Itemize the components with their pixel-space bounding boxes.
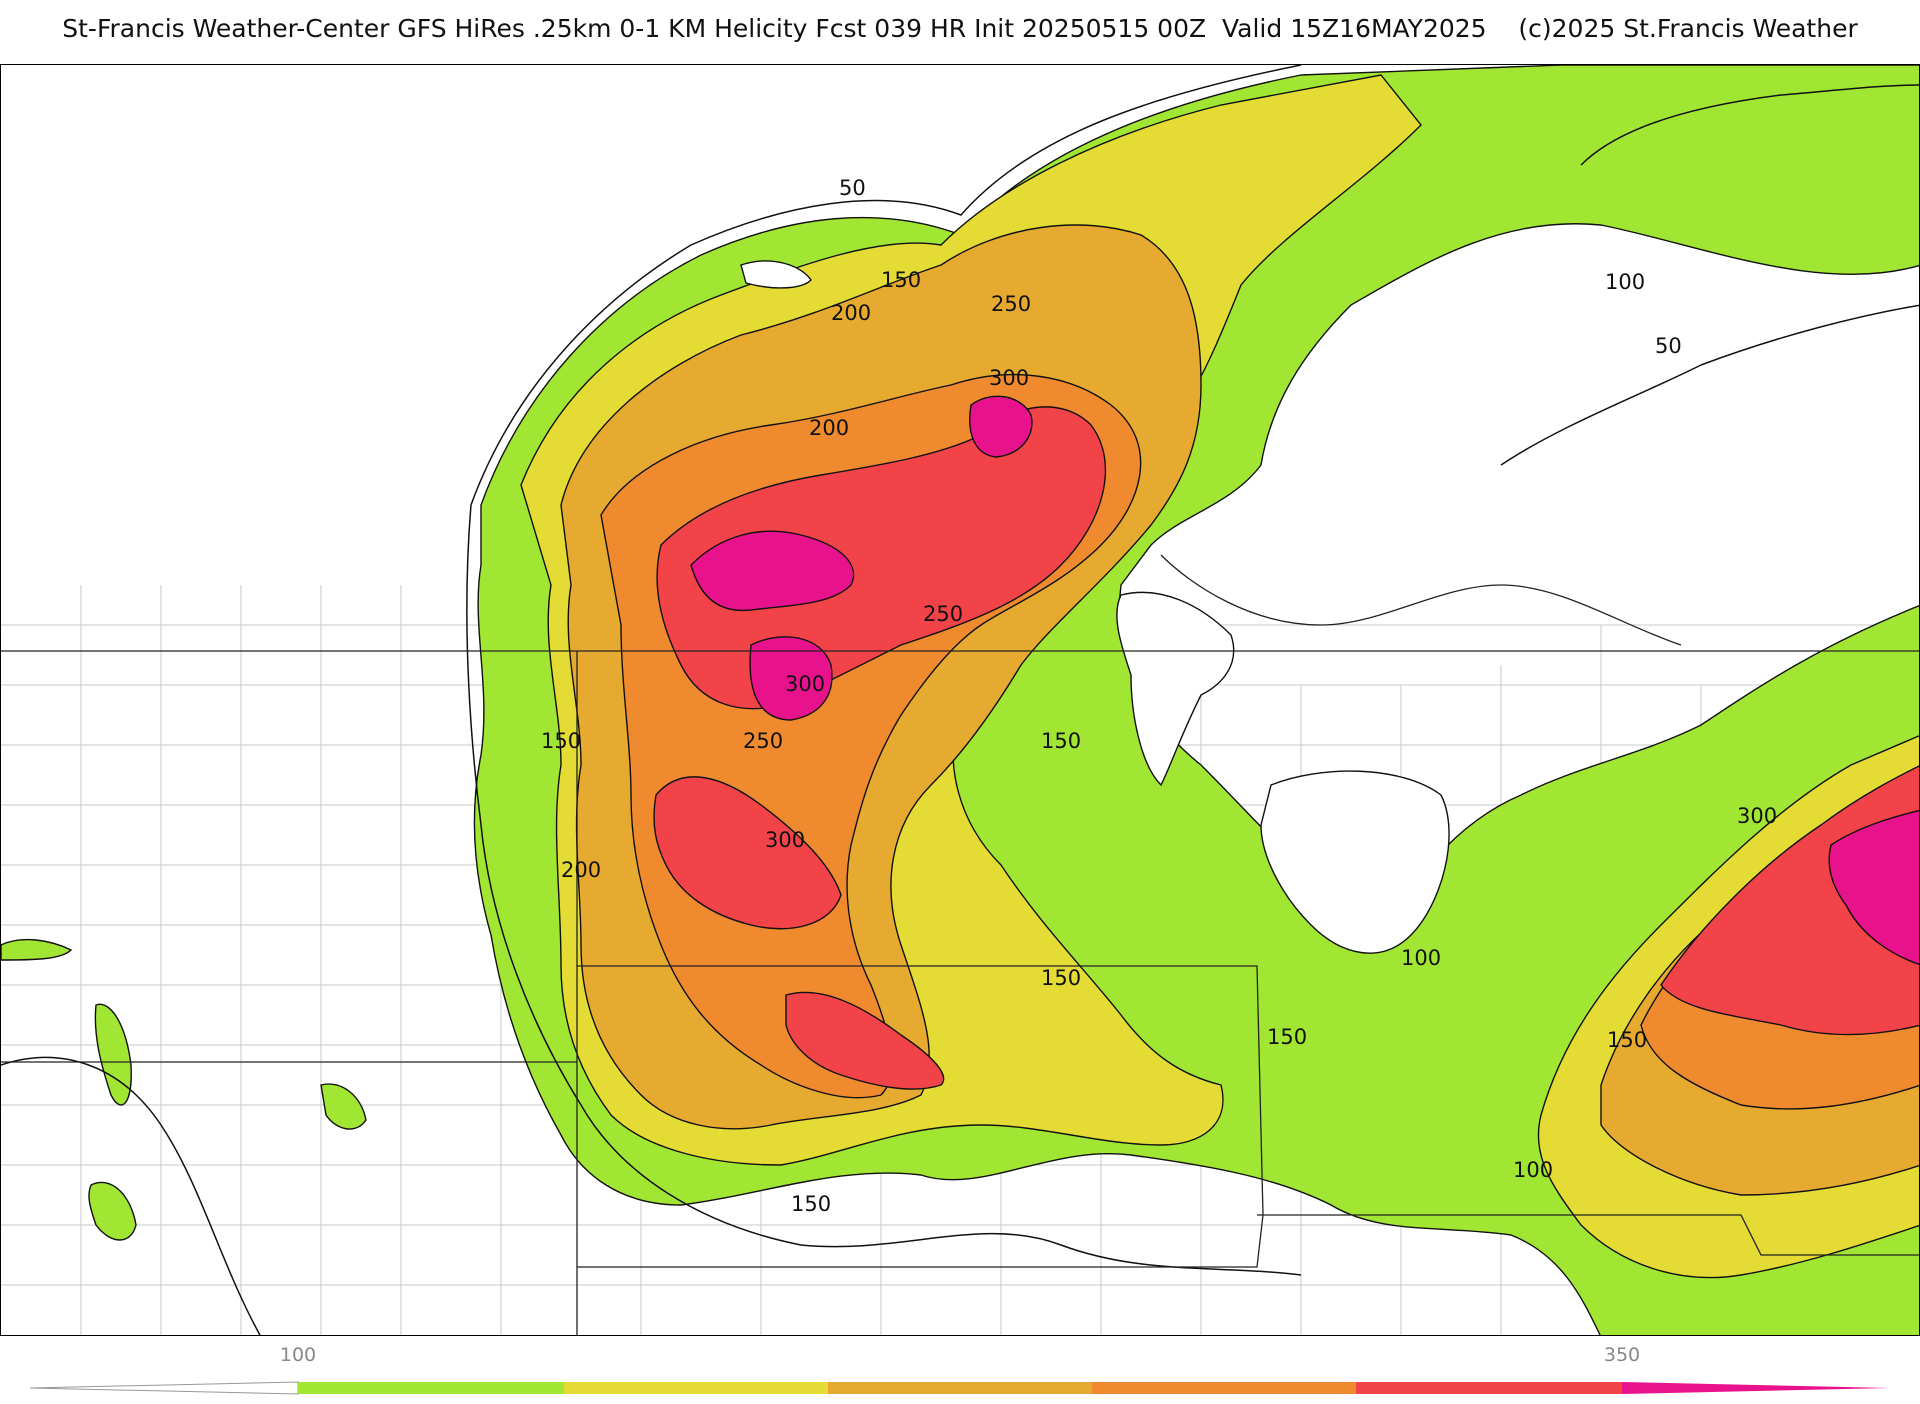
contour-label: 300	[989, 366, 1029, 390]
contour-label: 250	[743, 729, 783, 753]
colorbar-label-100: 100	[279, 1344, 317, 1366]
colorbar-segment	[564, 1382, 828, 1394]
contour-labels: 50 150 200 250 300 200 250 300 150 250 3…	[541, 176, 1777, 1216]
fill-350-b	[749, 636, 833, 721]
colorbar: 100 350	[0, 1340, 1920, 1400]
fill-350-a	[690, 530, 855, 612]
contour-label: 150	[881, 268, 921, 292]
contour-label: 150	[1607, 1028, 1647, 1052]
contour-label: 200	[809, 416, 849, 440]
contour-label: 300	[765, 828, 805, 852]
fill-left-patch-4	[320, 1083, 367, 1130]
map-title: St-Francis Weather-Center GFS HiRes .25k…	[0, 14, 1920, 43]
fill-right-350	[1828, 809, 1919, 966]
title-text: St-Francis Weather-Center GFS HiRes .25k…	[62, 14, 1487, 43]
fill-350-c	[969, 395, 1033, 458]
fill-left-patch-3	[88, 1181, 137, 1241]
contour-label: 300	[785, 672, 825, 696]
hole-3	[740, 260, 812, 289]
colorbar-segment	[298, 1382, 564, 1394]
hole-2	[1260, 770, 1450, 954]
contour-label: 200	[561, 858, 601, 882]
fill-300-c	[785, 991, 945, 1090]
fill-300-b	[653, 776, 842, 930]
helicity-fill	[1, 65, 1919, 1335]
map-canvas: 50 150 200 250 300 200 250 300 150 250 3…	[1, 65, 1919, 1335]
fill-left-patch-1	[1, 938, 73, 961]
contour-label: 100	[1513, 1158, 1553, 1182]
colorbar-label-350: 350	[1603, 1344, 1641, 1366]
lakes-outline	[1160, 554, 1682, 646]
contour-label: 50	[1655, 334, 1682, 358]
state-line-4	[1257, 1214, 1919, 1256]
contour-label: 250	[923, 602, 963, 626]
contour-label: 50	[839, 176, 866, 200]
contour-label: 150	[541, 729, 581, 753]
contour-lines	[1, 65, 1919, 1335]
fill-left-patch-2	[94, 1003, 132, 1106]
contour-label: 100	[1401, 946, 1441, 970]
colorbar-svg	[29, 1381, 1890, 1395]
contour-label: 100	[1605, 270, 1645, 294]
colorbar-segment	[1092, 1382, 1356, 1394]
boundaries	[1, 554, 1919, 1335]
colorbar-lower-arrow	[29, 1381, 299, 1395]
contour-label: 150	[1041, 729, 1081, 753]
copyright-text: (c)2025 St.Francis Weather	[1518, 14, 1858, 43]
colorbar-segment	[828, 1382, 1092, 1394]
contour-label: 150	[1267, 1025, 1307, 1049]
contour-label: 200	[831, 301, 871, 325]
contour-label: 150	[791, 1192, 831, 1216]
contour-label: 250	[991, 292, 1031, 316]
contour-label: 300	[1737, 804, 1777, 828]
colorbar-upper-arrow	[1622, 1382, 1890, 1394]
contour-label: 150	[1041, 966, 1081, 990]
colorbar-segment	[1356, 1382, 1622, 1394]
hole-1	[1116, 591, 1235, 787]
fill-300-a	[656, 406, 1107, 710]
helicity-map: 50 150 200 250 300 200 250 300 150 250 3…	[0, 64, 1920, 1336]
